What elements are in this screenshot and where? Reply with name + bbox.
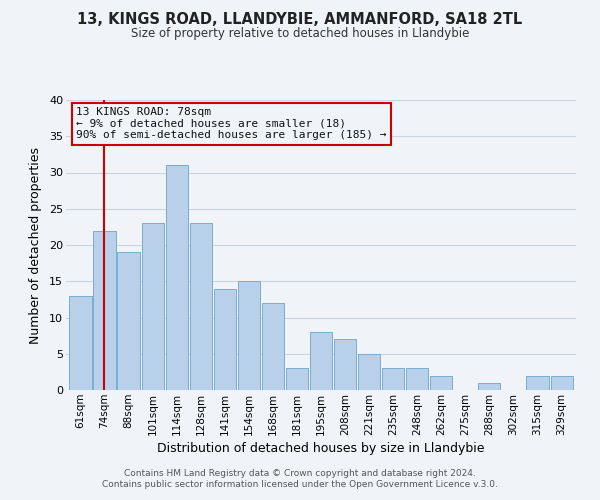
Text: Contains public sector information licensed under the Open Government Licence v.: Contains public sector information licen… bbox=[102, 480, 498, 489]
Bar bbox=[526, 376, 548, 390]
Text: 13 KINGS ROAD: 78sqm
← 9% of detached houses are smaller (18)
90% of semi-detach: 13 KINGS ROAD: 78sqm ← 9% of detached ho… bbox=[76, 108, 387, 140]
Bar bbox=[478, 383, 500, 390]
Bar bbox=[142, 223, 164, 390]
Bar bbox=[70, 296, 92, 390]
Bar bbox=[382, 368, 404, 390]
Text: 13, KINGS ROAD, LLANDYBIE, AMMANFORD, SA18 2TL: 13, KINGS ROAD, LLANDYBIE, AMMANFORD, SA… bbox=[77, 12, 523, 28]
Bar bbox=[430, 376, 452, 390]
Y-axis label: Number of detached properties: Number of detached properties bbox=[29, 146, 42, 344]
Text: Size of property relative to detached houses in Llandybie: Size of property relative to detached ho… bbox=[131, 28, 469, 40]
X-axis label: Distribution of detached houses by size in Llandybie: Distribution of detached houses by size … bbox=[157, 442, 485, 455]
Bar bbox=[310, 332, 332, 390]
Bar bbox=[166, 165, 188, 390]
Bar bbox=[190, 223, 212, 390]
Text: Contains HM Land Registry data © Crown copyright and database right 2024.: Contains HM Land Registry data © Crown c… bbox=[124, 468, 476, 477]
Bar bbox=[238, 281, 260, 390]
Bar bbox=[286, 368, 308, 390]
Bar bbox=[551, 376, 572, 390]
Bar bbox=[94, 230, 116, 390]
Bar bbox=[358, 354, 380, 390]
Bar bbox=[262, 303, 284, 390]
Bar bbox=[334, 339, 356, 390]
Bar bbox=[406, 368, 428, 390]
Bar bbox=[118, 252, 140, 390]
Bar bbox=[214, 288, 236, 390]
